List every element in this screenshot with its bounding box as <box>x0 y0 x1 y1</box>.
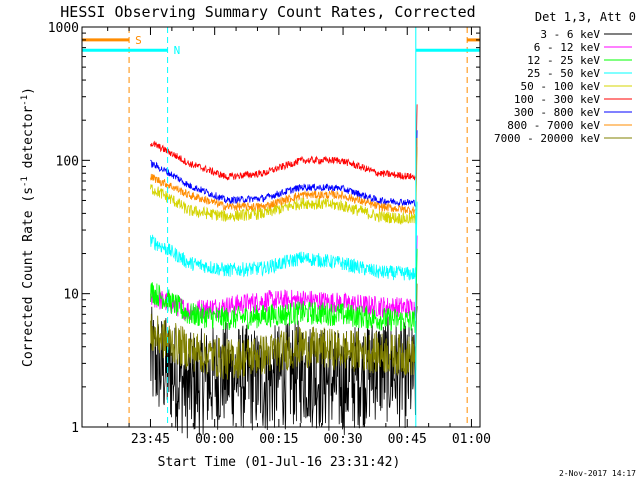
y-axis: 1 10 100 1000 <box>48 21 480 436</box>
legend-title: Det 1,3, Att 0 <box>535 10 636 24</box>
y-axis-label: Corrected Count Rate (s-1 detector-1) <box>20 87 36 367</box>
x-tick-label: 01:00 <box>452 432 491 447</box>
series-layer <box>150 104 418 439</box>
x-tick-label: 23:45 <box>131 432 170 447</box>
y-tick-label: 1000 <box>48 21 79 36</box>
series-line-4 <box>150 146 418 226</box>
legend-entry-label: 12 - 25 keV <box>527 54 600 67</box>
y-tick-label: 10 <box>63 288 79 303</box>
y-tick-label: 100 <box>56 154 79 169</box>
x-tick-label: 00:45 <box>388 432 427 447</box>
legend-entry-label: 300 - 800 keV <box>514 106 600 119</box>
x-tick-label: 00:00 <box>195 432 234 447</box>
x-tick-label: 00:30 <box>323 432 362 447</box>
x-axis-label: Start Time (01-Jul-16 23:31:42) <box>158 455 401 470</box>
series-line-2 <box>150 248 418 333</box>
series-line-3 <box>150 201 418 281</box>
chart-title: HESSI Observing Summary Count Rates, Cor… <box>60 3 475 21</box>
timestamp: 2-Nov-2017 14:17 <box>559 469 636 478</box>
x-axis: 23:45 00:00 00:15 00:30 00:45 01:00 <box>107 27 491 447</box>
marker-label-N: N <box>174 44 181 57</box>
legend-entry-label: 25 - 50 keV <box>527 67 600 80</box>
legend-entry-label: 7000 - 20000 keV <box>494 132 600 145</box>
legend-entry-label: 3 - 6 keV <box>540 28 600 41</box>
x-tick-label: 00:15 <box>259 432 298 447</box>
series-line-5 <box>150 104 418 181</box>
marker-label-S: S <box>135 34 142 47</box>
marker-layer: SN <box>82 27 480 427</box>
legend-entry-label: 6 - 12 keV <box>534 41 601 54</box>
series-line-0 <box>150 306 418 439</box>
plot-frame <box>81 26 481 428</box>
legend-entry-label: 800 - 7000 keV <box>507 119 600 132</box>
series-line-7 <box>150 137 418 215</box>
series-line-8 <box>150 283 418 380</box>
series-line-6 <box>150 130 418 208</box>
y-tick-label: 1 <box>71 421 79 436</box>
series-line-1 <box>150 235 418 321</box>
legend-entry-label: 50 - 100 keV <box>521 80 601 93</box>
legend-entry-label: 100 - 300 keV <box>514 93 600 106</box>
